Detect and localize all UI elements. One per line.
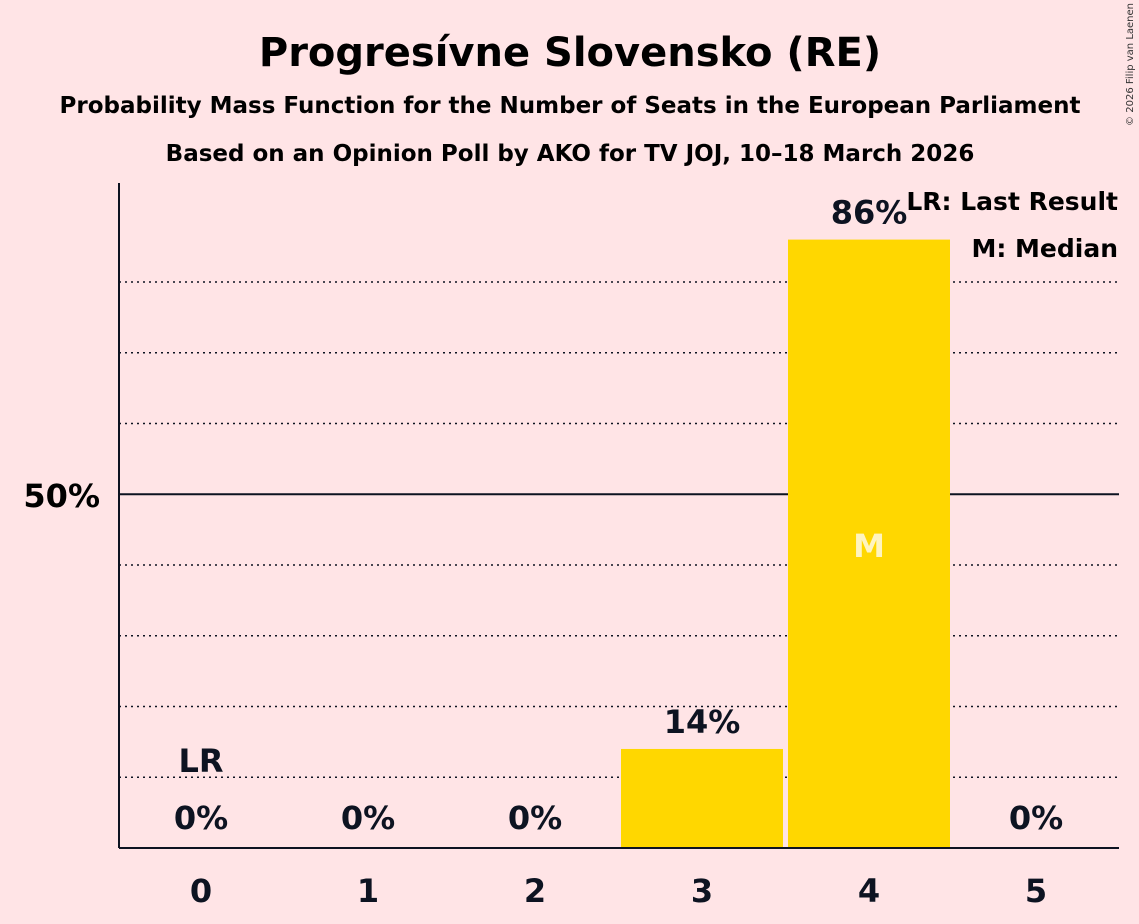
x-tick-label-1: 1 — [357, 872, 379, 910]
bar-value-label-2: 0% — [508, 799, 562, 837]
chart-title: Progresívne Slovensko (RE) — [259, 30, 881, 76]
median-marker: M — [853, 527, 885, 565]
y-tick-label: 50% — [23, 477, 100, 515]
bar-value-label-0: 0% — [174, 799, 228, 837]
x-tick-label-2: 2 — [524, 872, 546, 910]
x-axis-ticks: 0 1 2 3 4 5 — [190, 872, 1047, 910]
x-tick-label-4: 4 — [858, 872, 880, 910]
x-tick-label-3: 3 — [691, 872, 713, 910]
chart-subtitle: Probability Mass Function for the Number… — [60, 93, 1081, 119]
x-tick-label-5: 5 — [1025, 872, 1047, 910]
gridlines — [119, 281, 1119, 779]
bar-4 — [788, 239, 950, 848]
bar-value-label-1: 0% — [341, 799, 395, 837]
legend-last-result: LR: Last Result — [906, 187, 1118, 216]
chart-subtitle-poll: Based on an Opinion Poll by AKO for TV J… — [166, 141, 975, 167]
x-tick-label-0: 0 — [190, 872, 212, 910]
bar-value-label-3: 14% — [664, 703, 741, 741]
bars — [621, 239, 950, 848]
copyright-text: © 2026 Filip van Laenen — [1125, 3, 1136, 126]
legend-median: M: Median — [971, 234, 1118, 263]
bar-3 — [621, 748, 783, 848]
bar-value-label-4: 86% — [831, 194, 908, 232]
last-result-marker: LR — [178, 742, 223, 780]
bar-labels: 0% 0% 0% 14% 86% 0% LR M — [174, 194, 1063, 837]
bar-value-label-5: 0% — [1009, 799, 1063, 837]
